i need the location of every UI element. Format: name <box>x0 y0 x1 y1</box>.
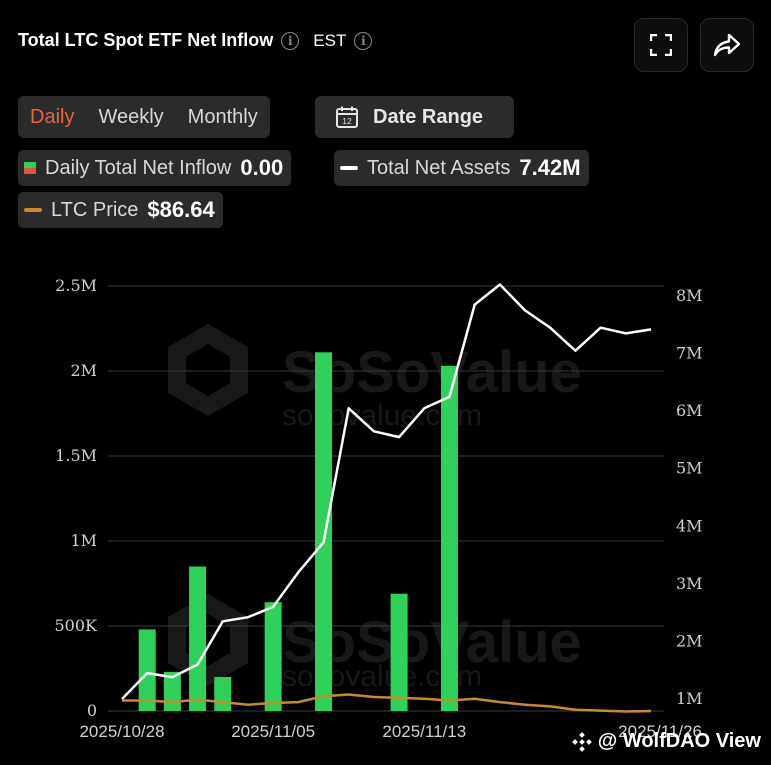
x-tick-label: 2025/11/05 <box>231 722 315 741</box>
x-tick-label: 2025/11/13 <box>382 722 466 741</box>
x-tick-label: 2025/10/28 <box>79 722 164 741</box>
y-right-tick-label: 8M <box>676 286 703 305</box>
inflow-bar <box>440 365 458 711</box>
legend-inflow-value: 0.00 <box>240 155 284 180</box>
y-right-tick-label: 6M <box>676 401 703 420</box>
binance-logo-icon <box>571 731 592 752</box>
ltc-price-line <box>122 693 652 713</box>
legend-ltc-price-label: LTC Price <box>51 198 139 221</box>
credit-text: @ WolfDAO View <box>597 730 761 752</box>
chart-header: Total LTC Spot ETF Net Inflow i EST i <box>18 30 373 51</box>
watermark-top: SoSoValue sosovalue.com <box>168 324 582 432</box>
share-button[interactable] <box>700 18 754 72</box>
net-assets-line <box>121 283 652 700</box>
timezone-info-icon[interactable]: i <box>354 31 373 50</box>
legend-net-assets-label: Total Net Assets <box>367 156 511 179</box>
inflow-swatch <box>24 162 36 174</box>
y-left-tick-label: 1M <box>70 531 97 550</box>
legend-ltc-price-value: $86.64 <box>147 197 215 222</box>
chart-title: Total LTC Spot ETF Net Inflow <box>18 30 274 50</box>
y-right-tick-label: 4M <box>676 516 703 535</box>
net-assets-swatch <box>340 166 358 170</box>
inflow-bar <box>390 593 408 711</box>
fullscreen-button[interactable] <box>634 18 688 72</box>
svg-text:12: 12 <box>342 116 352 126</box>
tab-daily[interactable]: Daily <box>30 105 75 128</box>
credit: @ WolfDAO View <box>571 730 761 753</box>
period-tabs: Daily Weekly Monthly <box>18 96 270 138</box>
inflow-bar <box>138 629 156 711</box>
y-left-tick-label: 500K <box>55 616 99 635</box>
date-range-label: Date Range <box>373 105 484 128</box>
inflow-bar <box>264 602 282 711</box>
y-left-tick-label: 1.5M <box>55 446 97 465</box>
date-range-button[interactable]: 12 Date Range <box>315 96 514 138</box>
y-left-tick-label: 2M <box>70 361 97 380</box>
legend-ltc-price[interactable]: LTC Price $86.64 <box>18 192 223 228</box>
inflow-bar <box>189 566 207 711</box>
y-left-tick-label: 2.5M <box>55 276 97 295</box>
inflow-bar <box>315 352 333 711</box>
inflow-bar <box>214 677 232 711</box>
tab-monthly[interactable]: Monthly <box>187 105 258 128</box>
y-right-tick-label: 1M <box>676 689 703 708</box>
y-right-tick-label: 2M <box>676 631 703 650</box>
fullscreen-icon <box>650 34 672 56</box>
x-axis: 2025/10/28 2025/11/05 2025/11/13 2025/11/26 <box>79 722 702 741</box>
timezone-label: EST <box>313 30 347 50</box>
info-icon[interactable]: i <box>281 31 300 50</box>
legend-inflow[interactable]: Daily Total Net Inflow 0.00 <box>18 150 292 186</box>
x-tick-label: 2025/11/26 <box>618 722 702 741</box>
y-axis-right: 1M 2M 3M 4M 5M 6M 7M 8M <box>676 286 703 708</box>
legend-net-assets-value: 7.42M <box>519 155 581 180</box>
inflow-bars <box>138 352 458 711</box>
tab-weekly[interactable]: Weekly <box>98 105 164 128</box>
calendar-icon: 12 <box>336 106 358 128</box>
y-left-tick-label: 0 <box>87 701 97 720</box>
y-right-tick-label: 5M <box>676 459 703 478</box>
legend-net-assets[interactable]: Total Net Assets 7.42M <box>334 150 589 186</box>
y-axis-left: 0 500K 1M 1.5M 2M 2.5M <box>55 276 99 720</box>
y-right-tick-label: 3M <box>676 574 703 593</box>
legend-inflow-label: Daily Total Net Inflow <box>45 156 232 179</box>
share-icon <box>713 33 741 57</box>
ltc-price-swatch <box>24 208 42 212</box>
y-right-tick-label: 7M <box>676 344 703 363</box>
